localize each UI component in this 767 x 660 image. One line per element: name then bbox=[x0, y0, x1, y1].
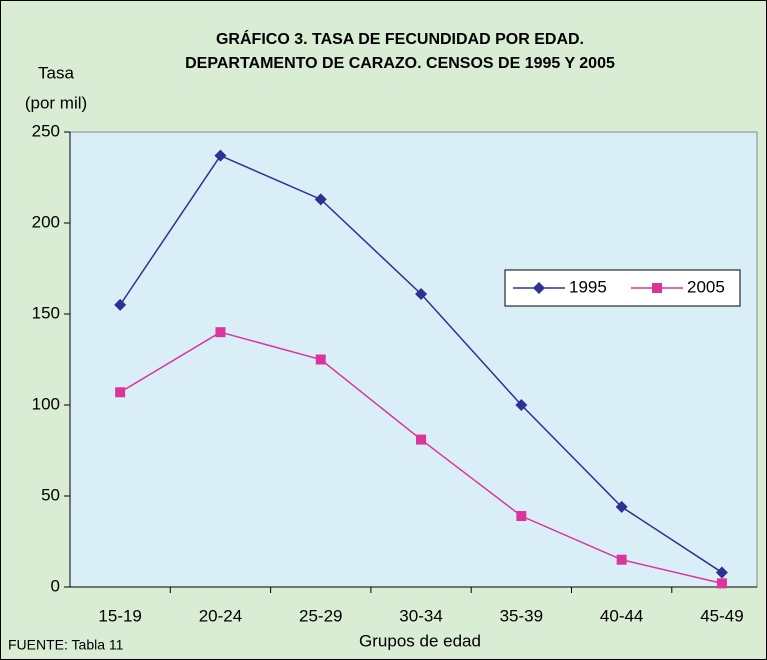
data-point bbox=[615, 500, 628, 513]
y-tick-label: 50 bbox=[41, 485, 60, 504]
data-point bbox=[715, 566, 728, 579]
legend-label: 1995 bbox=[569, 277, 607, 296]
data-point bbox=[115, 387, 126, 398]
data-point bbox=[616, 554, 627, 565]
x-tick-label: 25-29 bbox=[299, 606, 342, 625]
y-tick-label: 150 bbox=[32, 303, 60, 322]
source-note: FUENTE: Tabla 11 bbox=[8, 637, 124, 653]
data-point bbox=[214, 149, 227, 162]
legend-label: 2005 bbox=[687, 277, 725, 296]
plot-area bbox=[69, 131, 758, 588]
x-tick-label: 15-19 bbox=[98, 606, 141, 625]
y-tick-label: 200 bbox=[32, 212, 60, 231]
chart-title: GRÁFICO 3. TASA DE FECUNDIDAD POR EDAD. bbox=[216, 29, 584, 48]
x-tick-label: 30-34 bbox=[399, 606, 442, 625]
legend-marker bbox=[533, 282, 545, 294]
y-axis-label: Tasa bbox=[38, 63, 74, 82]
x-tick-label: 45-49 bbox=[700, 606, 743, 625]
data-point bbox=[315, 354, 326, 365]
data-point bbox=[314, 193, 327, 206]
legend-marker bbox=[652, 283, 662, 293]
y-tick-label: 0 bbox=[51, 576, 60, 595]
x-tick-label: 40-44 bbox=[600, 606, 643, 625]
x-axis-label: Grupos de edad bbox=[359, 631, 481, 650]
data-point bbox=[716, 578, 727, 589]
data-point bbox=[416, 434, 427, 445]
data-point bbox=[516, 511, 527, 522]
data-point bbox=[114, 298, 127, 311]
y-axis-label: (por mil) bbox=[25, 93, 87, 112]
y-tick-label: 250 bbox=[32, 121, 60, 140]
chart-subtitle: DEPARTAMENTO DE CARAZO. CENSOS DE 1995 Y… bbox=[185, 55, 615, 72]
x-tick-label: 20-24 bbox=[199, 606, 242, 625]
data-point bbox=[215, 327, 226, 338]
data-point bbox=[415, 287, 428, 300]
x-tick-label: 35-39 bbox=[500, 606, 543, 625]
y-tick-label: 100 bbox=[32, 394, 60, 413]
data-point bbox=[515, 399, 528, 411]
